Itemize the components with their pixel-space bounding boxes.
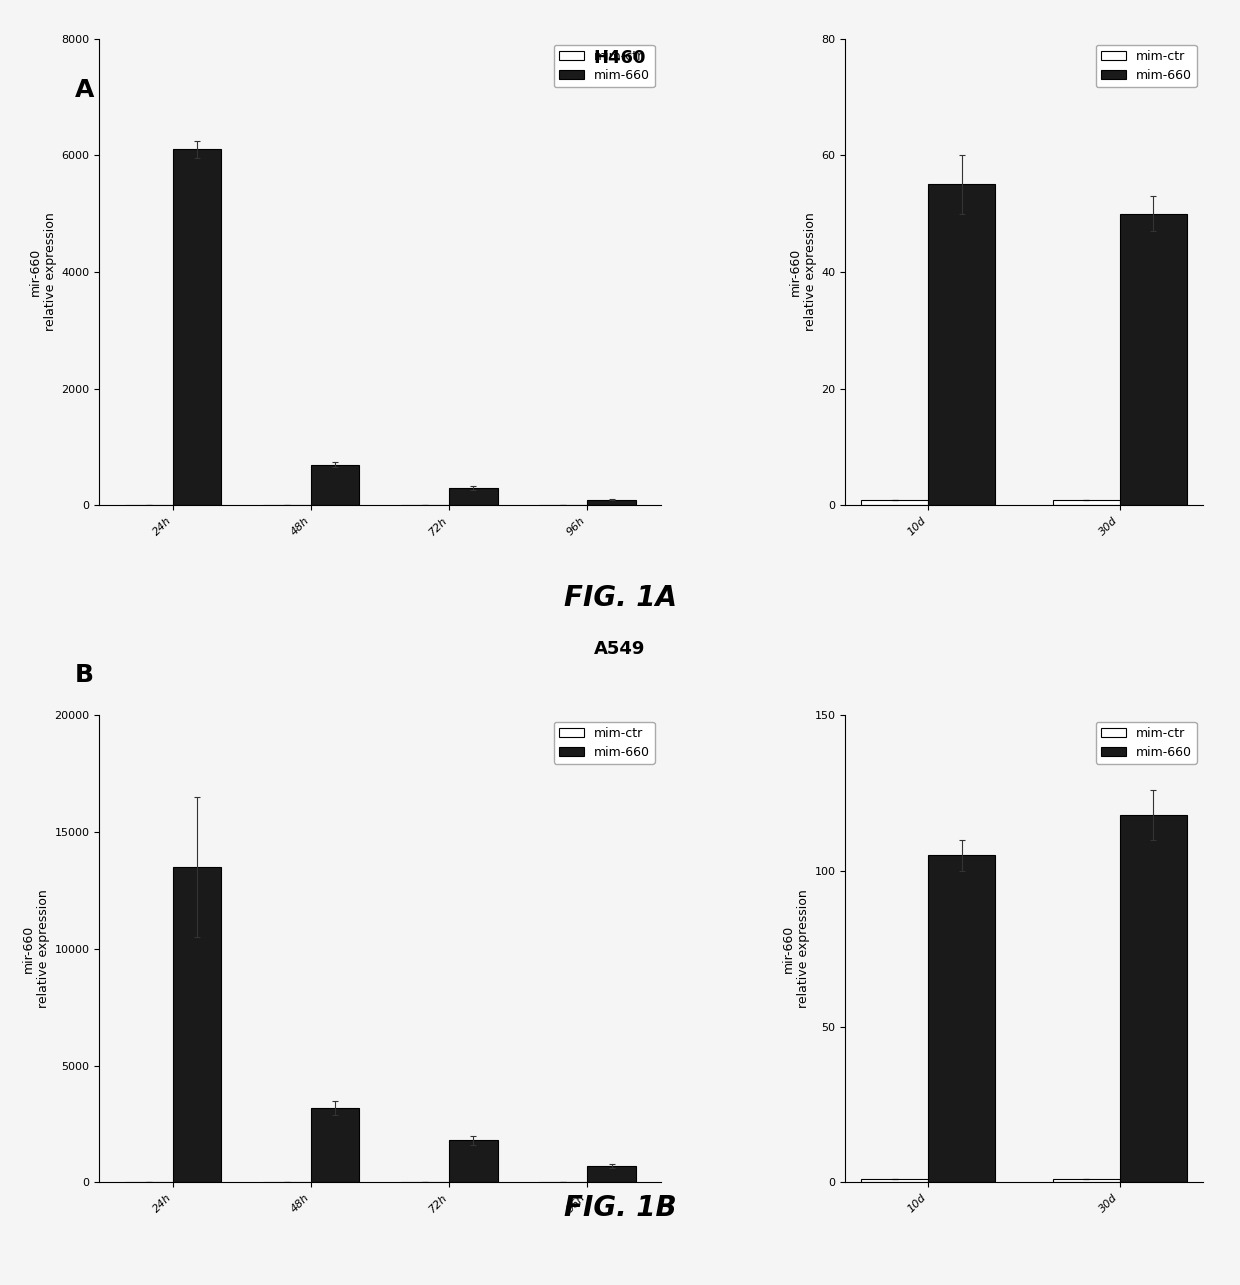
Text: FIG. 1A: FIG. 1A [563,583,677,612]
Bar [588,500,636,505]
Bar [588,1165,636,1182]
Legend: mim-ctr, mim-660: mim-ctr, mim-660 [1096,45,1197,87]
Bar [449,488,497,505]
Bar [449,1140,497,1182]
Bar [174,867,222,1182]
Bar [929,185,996,505]
Y-axis label: mir-660
relative expression: mir-660 relative expression [789,212,817,332]
Text: FIG. 1B: FIG. 1B [564,1194,676,1222]
Text: B: B [74,663,93,686]
Bar [862,500,929,505]
Y-axis label: mir-660
relative expression: mir-660 relative expression [782,889,810,1009]
Legend: mim-ctr, mim-660: mim-ctr, mim-660 [554,45,655,87]
Bar [1120,815,1187,1182]
Bar [311,464,360,505]
Y-axis label: mir-660
relative expression: mir-660 relative expression [30,212,57,332]
Legend: mim-ctr, mim-660: mim-ctr, mim-660 [1096,722,1197,763]
Bar [1053,1180,1120,1182]
Bar [311,1108,360,1182]
Bar [1120,213,1187,505]
Text: H460: H460 [594,49,646,67]
Bar [929,856,996,1182]
Legend: mim-ctr, mim-660: mim-ctr, mim-660 [554,722,655,763]
Y-axis label: mir-660
relative expression: mir-660 relative expression [22,889,50,1009]
Bar [862,1180,929,1182]
Text: A: A [74,78,94,102]
Bar [174,149,222,505]
Bar [1053,500,1120,505]
Text: A549: A549 [594,640,646,658]
